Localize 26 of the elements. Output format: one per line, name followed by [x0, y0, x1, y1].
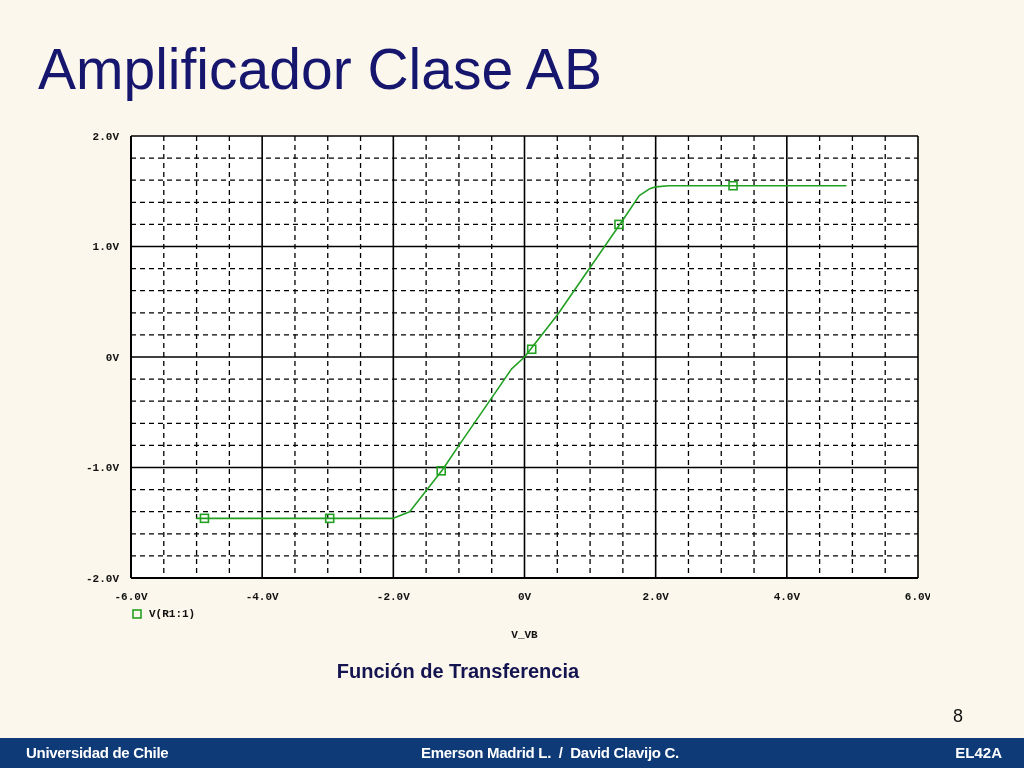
x-tick-label: 4.0V	[773, 590, 801, 603]
point	[324, 513, 335, 524]
point	[526, 344, 537, 355]
text: Universidad de Chile	[26, 744, 169, 761]
x-axis-title: V_VB	[511, 629, 539, 641]
y-tick-label: -2.0V	[85, 572, 120, 585]
x-tick-label: -2.0V	[376, 590, 411, 603]
x-tick-label: -6.0V	[114, 590, 148, 603]
point	[199, 513, 210, 524]
point	[436, 466, 447, 476]
text: EL42A	[955, 744, 1002, 761]
line-series	[195, 184, 847, 520]
x-tick-label: 2.0V	[642, 590, 670, 603]
point	[614, 219, 624, 230]
y-tick-label: 0V	[105, 351, 120, 364]
y-tick-label: 2.0V	[92, 130, 120, 143]
y-tick-label: -1.0V	[85, 462, 120, 475]
legend-label: V(R1:1)	[149, 608, 196, 620]
x-tick-label: 0V	[517, 590, 532, 603]
point	[728, 180, 738, 191]
x-tick-label: -4.0V	[245, 590, 280, 603]
chart-title: Amplificador Clase AB	[38, 37, 602, 101]
y-tick-label: 1.0V	[92, 241, 120, 254]
text: Función de Transferencia	[336, 660, 580, 682]
text: 8	[952, 706, 963, 726]
text: Emerson Madrid L. / David Clavijo C.	[421, 744, 679, 761]
